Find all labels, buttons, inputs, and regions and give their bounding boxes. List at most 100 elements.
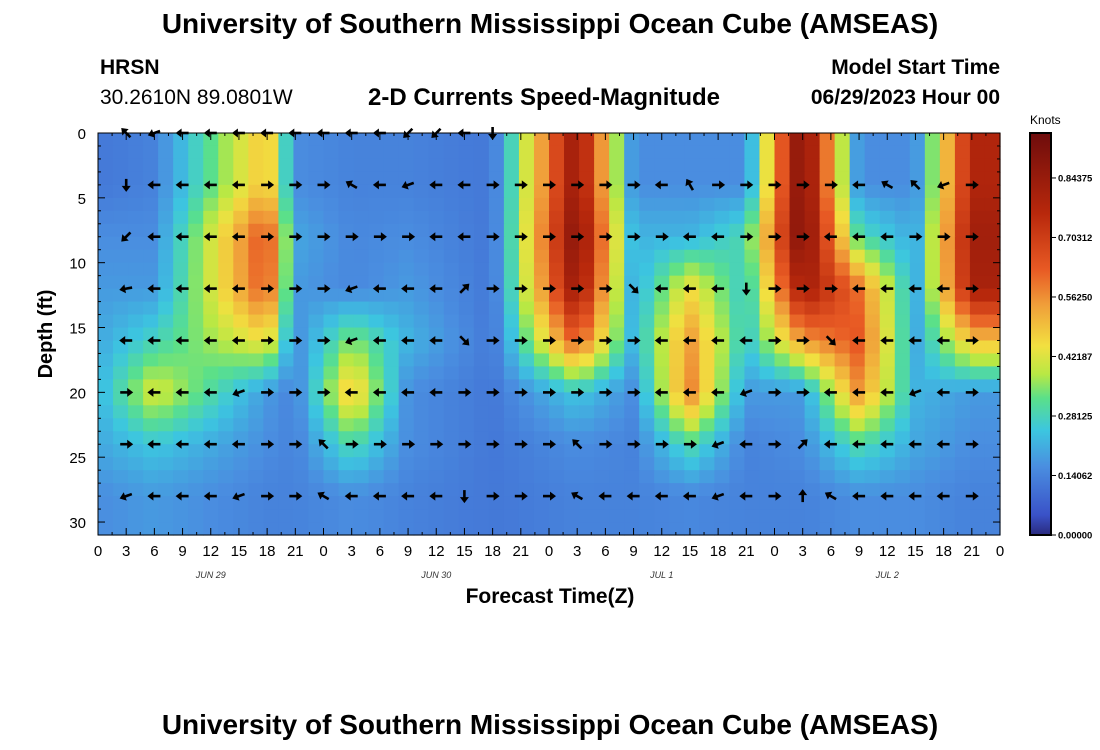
current-vector-head <box>409 439 416 449</box>
current-vector <box>486 284 500 294</box>
heat-cell <box>308 145 325 160</box>
heat-cell <box>308 405 325 419</box>
heat-cell <box>564 197 580 212</box>
heat-cell <box>654 431 670 445</box>
heat-cell <box>549 444 565 458</box>
heat-cell <box>804 405 821 419</box>
current-vector <box>880 232 894 242</box>
heat-cell <box>278 275 295 290</box>
heat-cell <box>518 509 535 523</box>
heat-cell <box>834 353 851 368</box>
heat-cell <box>954 158 971 173</box>
current-vector <box>289 387 303 397</box>
heat-cell <box>849 379 866 393</box>
current-vector-head <box>578 284 585 294</box>
heat-cell <box>218 184 234 199</box>
current-vector <box>175 180 189 190</box>
current-vector <box>317 180 331 190</box>
heat-cell <box>503 133 520 147</box>
current-vector <box>711 387 725 397</box>
current-vector <box>147 491 161 501</box>
current-vector <box>514 336 528 345</box>
heat-cell <box>293 171 310 186</box>
heat-cell <box>503 405 520 419</box>
current-vector <box>514 180 528 190</box>
heat-cell <box>533 405 550 419</box>
heat-cell <box>488 184 505 199</box>
heat-cell <box>398 340 415 355</box>
heat-cell <box>323 392 340 406</box>
heat-cell <box>248 353 264 368</box>
current-vector <box>797 439 808 450</box>
current-vector-head <box>550 387 556 397</box>
heat-cell <box>278 444 295 458</box>
heat-cell <box>308 327 325 342</box>
heat-cell <box>984 236 1001 251</box>
heat-cell <box>744 509 761 523</box>
current-vector <box>823 387 837 397</box>
heat-cell <box>849 171 866 186</box>
current-vector <box>571 491 584 501</box>
x-date-label: JUN 30 <box>420 570 451 580</box>
x-tick-label: 3 <box>799 543 807 560</box>
heat-cell <box>428 496 445 510</box>
heat-cell <box>594 275 610 290</box>
heat-cell <box>383 496 400 510</box>
heat-cell <box>594 249 610 264</box>
heat-cell <box>774 301 791 316</box>
heat-cell <box>744 301 761 316</box>
heat-cell <box>864 223 881 238</box>
heat-cell <box>473 392 490 406</box>
heat-cell <box>819 158 836 173</box>
current-vector-head <box>606 180 613 190</box>
heat-cell <box>293 184 310 199</box>
heat-cell <box>924 314 941 329</box>
heat-cell <box>503 496 520 510</box>
heat-cell <box>188 314 204 329</box>
heat-cell <box>248 431 264 445</box>
heat-cell <box>969 223 986 238</box>
heat-cell <box>909 522 926 536</box>
heat-cell <box>503 249 520 264</box>
heat-cell <box>143 496 159 510</box>
heat-cell <box>413 405 430 419</box>
heat-cell <box>173 133 189 147</box>
heat-cell <box>669 444 685 458</box>
current-vector-head <box>739 439 746 449</box>
current-vector <box>429 491 443 501</box>
heat-cell <box>443 496 460 510</box>
heat-cell <box>218 418 234 432</box>
heat-cell <box>939 210 956 225</box>
heat-cell <box>759 301 776 316</box>
heat-cell <box>443 210 460 225</box>
heat-cell <box>804 301 821 316</box>
heat-cell <box>173 145 189 160</box>
current-vector-head <box>231 232 238 242</box>
heat-cell <box>428 210 445 225</box>
heat-cell <box>443 275 460 290</box>
heat-cell <box>488 288 505 303</box>
heat-cell <box>774 171 791 186</box>
heat-cell <box>533 249 550 264</box>
heat-cell <box>864 314 881 329</box>
heat-cell <box>533 197 550 212</box>
heat-cell <box>518 431 535 445</box>
heat-cell <box>188 145 204 160</box>
heat-cell <box>939 509 956 523</box>
heat-cell <box>789 262 806 277</box>
current-vector <box>682 336 696 345</box>
current-vector-head <box>345 336 353 346</box>
heat-cell <box>473 236 490 251</box>
heat-cell <box>98 353 114 368</box>
current-vector-head <box>775 439 782 449</box>
heat-cell <box>128 340 144 355</box>
heat-cell <box>488 457 505 471</box>
heat-cell <box>398 133 415 147</box>
heat-cell <box>533 314 550 329</box>
current-vector <box>514 439 528 449</box>
heat-cell <box>503 288 520 303</box>
current-vector-head <box>203 439 210 449</box>
heat-cell <box>819 496 836 510</box>
current-vector-head <box>747 180 754 190</box>
heat-cell <box>609 418 625 432</box>
